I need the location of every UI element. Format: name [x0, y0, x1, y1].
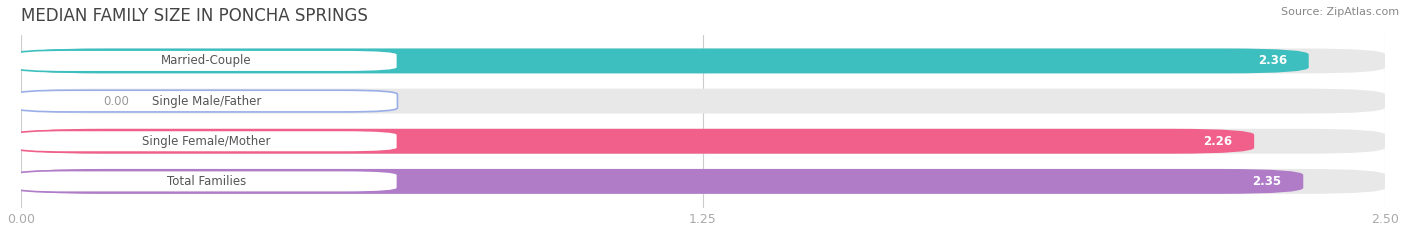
Text: 2.36: 2.36: [1258, 55, 1286, 67]
FancyBboxPatch shape: [21, 169, 1303, 194]
FancyBboxPatch shape: [15, 130, 398, 152]
FancyBboxPatch shape: [21, 89, 1385, 113]
Text: Married-Couple: Married-Couple: [162, 55, 252, 67]
Text: Single Male/Father: Single Male/Father: [152, 95, 262, 108]
Text: Source: ZipAtlas.com: Source: ZipAtlas.com: [1281, 7, 1399, 17]
Text: Total Families: Total Families: [167, 175, 246, 188]
Text: 2.35: 2.35: [1253, 175, 1281, 188]
Text: 2.26: 2.26: [1204, 135, 1232, 148]
FancyBboxPatch shape: [21, 129, 1254, 154]
Text: 0.00: 0.00: [103, 95, 129, 108]
FancyBboxPatch shape: [21, 169, 1385, 194]
FancyBboxPatch shape: [15, 171, 398, 192]
FancyBboxPatch shape: [21, 48, 1309, 73]
Text: MEDIAN FAMILY SIZE IN PONCHA SPRINGS: MEDIAN FAMILY SIZE IN PONCHA SPRINGS: [21, 7, 368, 25]
FancyBboxPatch shape: [21, 129, 1385, 154]
FancyBboxPatch shape: [15, 90, 398, 112]
FancyBboxPatch shape: [21, 48, 1385, 73]
FancyBboxPatch shape: [15, 50, 398, 72]
Text: Single Female/Mother: Single Female/Mother: [142, 135, 271, 148]
